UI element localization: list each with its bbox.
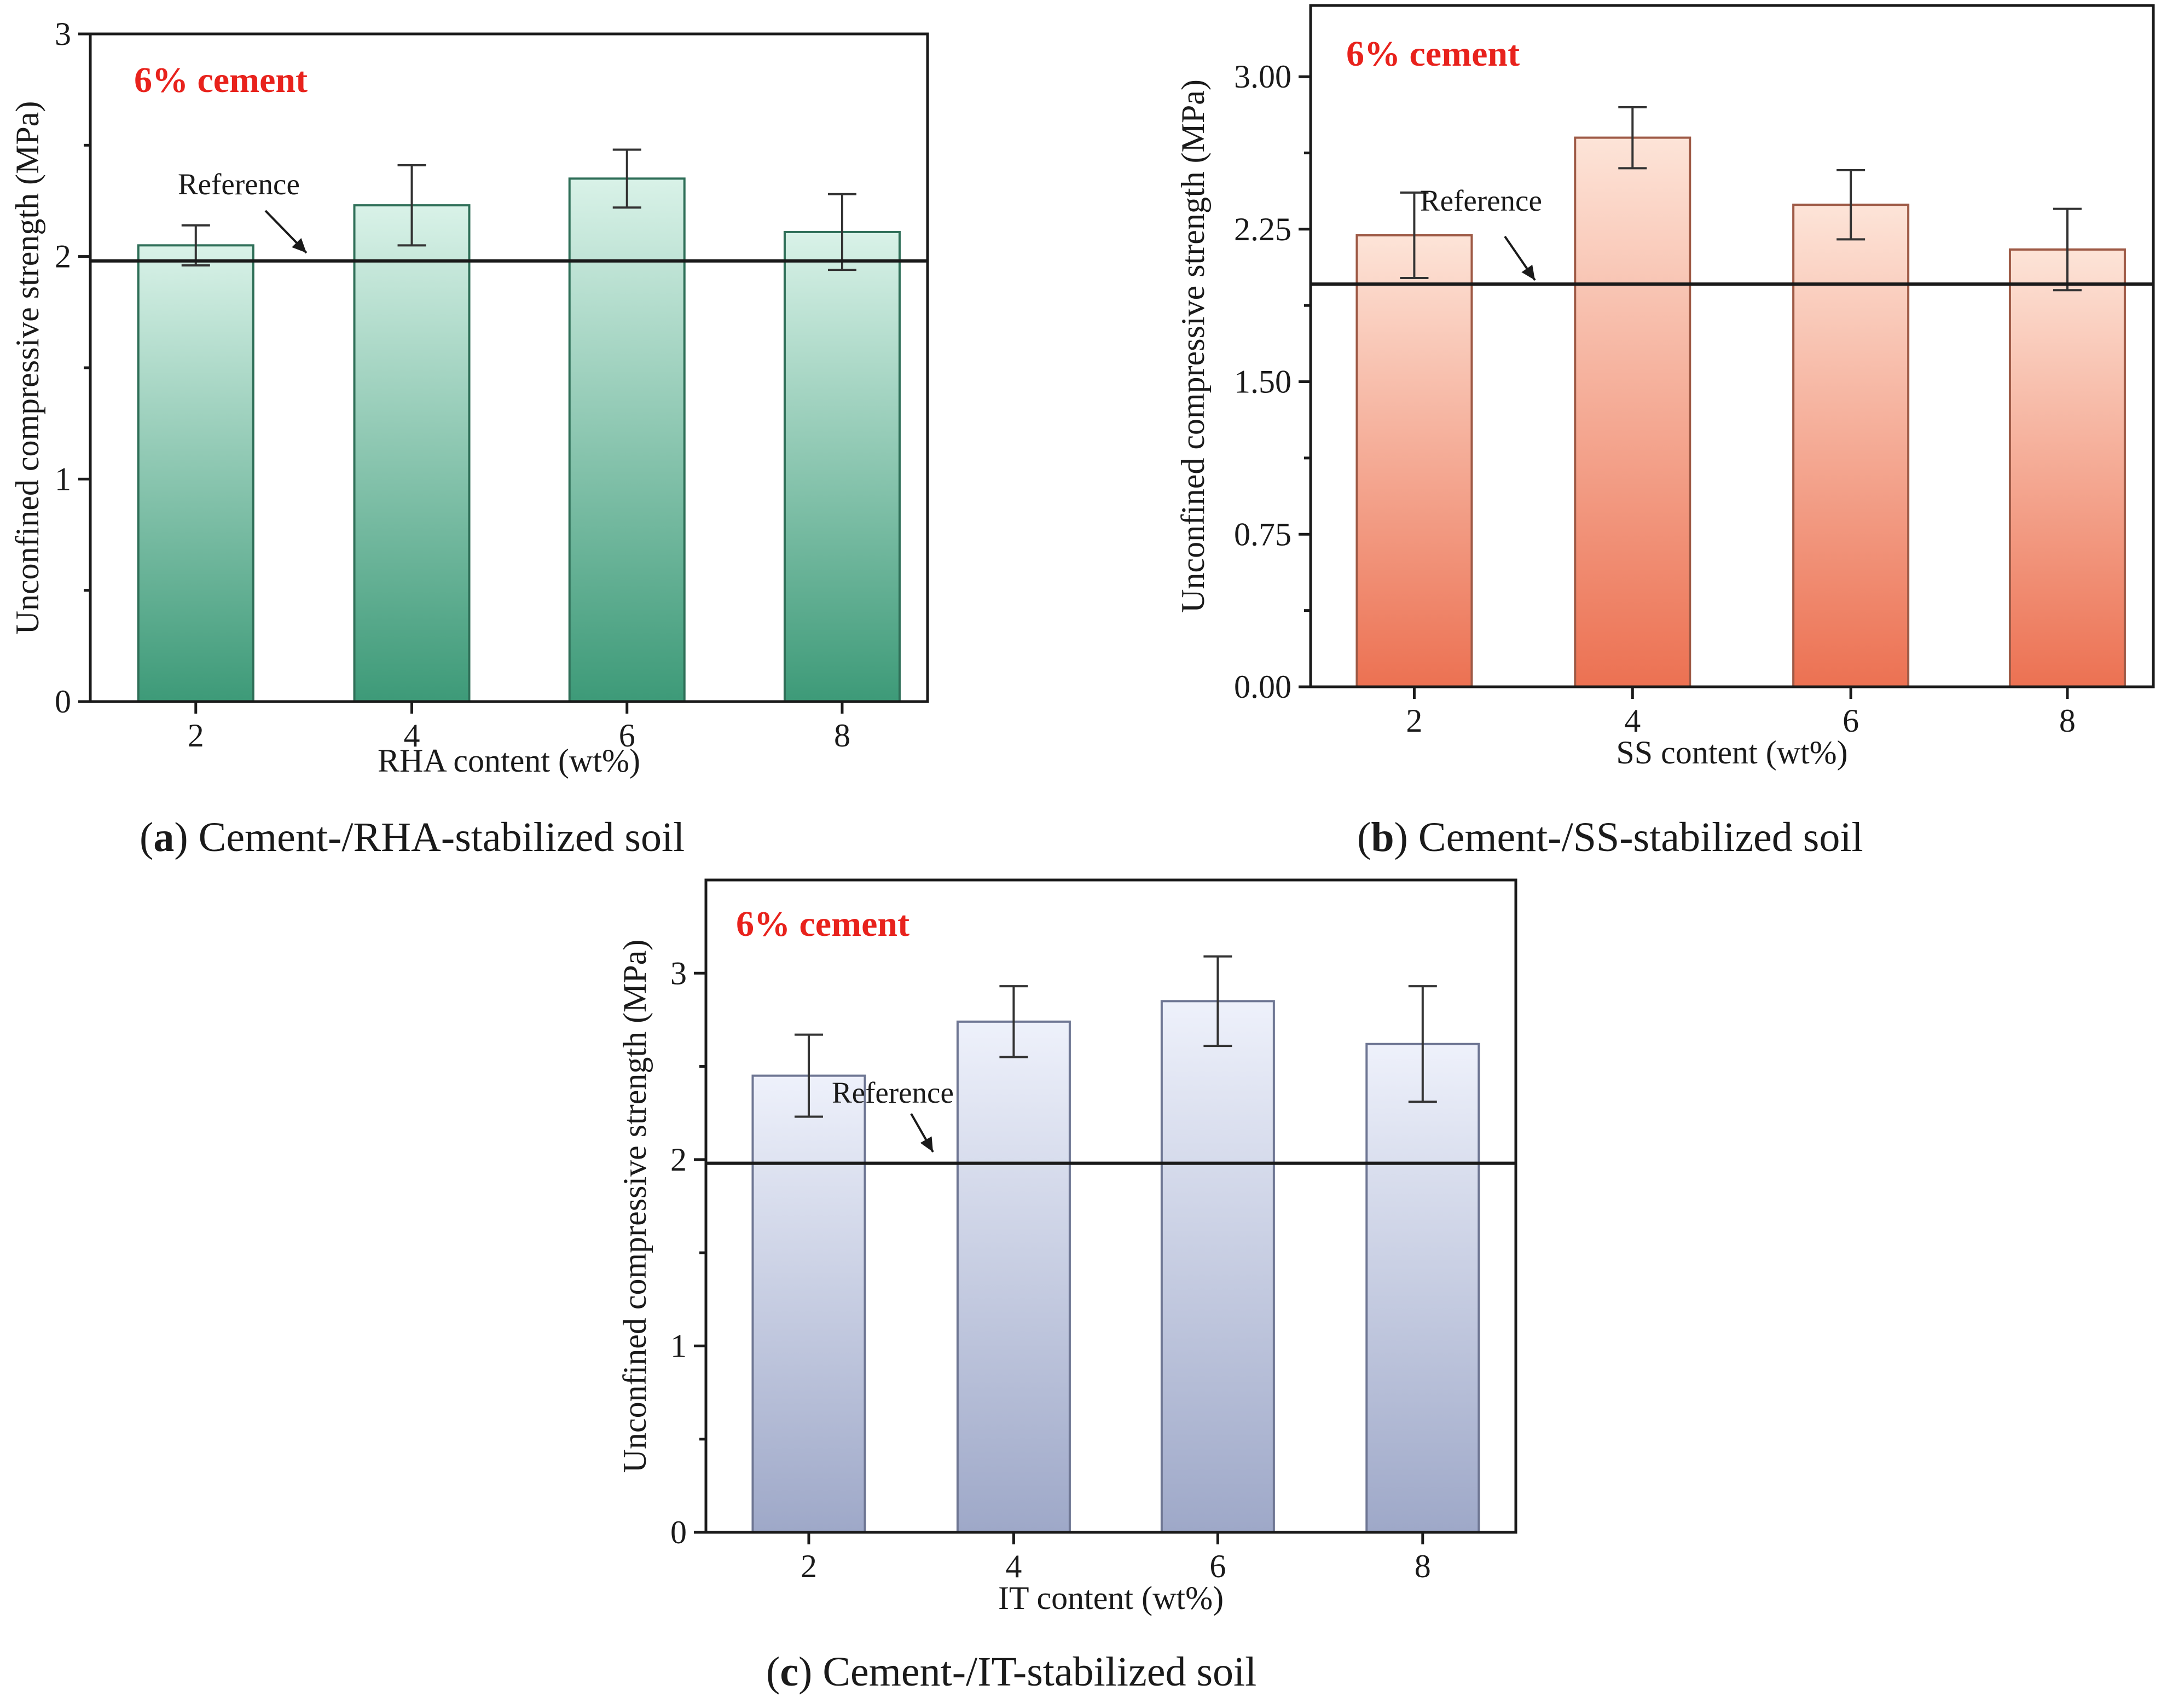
error-bar-6: [1836, 169, 1865, 241]
y-axis-label: Unconfined compressive strength (MPa): [1175, 79, 1211, 613]
bar-6: [568, 177, 686, 703]
error-bar-2: [1400, 191, 1429, 279]
reference-arrow-icon: [910, 1113, 934, 1153]
error-bar-8: [1408, 985, 1437, 1103]
x-tick-label: 8: [834, 717, 850, 754]
error-bar-4: [397, 164, 426, 247]
error-bar-2: [794, 1033, 823, 1118]
x-tick-label: 2: [1406, 703, 1422, 739]
error-bar-6: [1203, 955, 1232, 1047]
bar-6: [1792, 204, 1910, 688]
bar-8: [2008, 248, 2126, 688]
y-axis-label: Unconfined compressive strength (MPa): [617, 940, 653, 1473]
error-bar-8: [2053, 207, 2082, 292]
y-tick-label: 1: [55, 461, 71, 497]
error-bar-2: [181, 224, 210, 267]
error-bar-4: [1618, 106, 1647, 170]
bar-8: [1365, 1043, 1480, 1533]
y-axis-label: Unconfined compressive strength (MPa): [9, 101, 45, 635]
reference-label: Reference: [832, 1076, 954, 1109]
y-tick-label: 0: [670, 1514, 687, 1550]
plot-frame: [1309, 4, 2155, 688]
y-tick-label: 0.75: [1234, 516, 1291, 552]
bar-4: [1574, 136, 1691, 688]
x-axis-label: SS content (wt%): [1616, 734, 1847, 771]
x-axis-label: RHA content (wt%): [378, 743, 640, 779]
bar-2: [137, 244, 254, 703]
bar-2: [751, 1074, 866, 1533]
annotation-cement: 6% cement: [736, 904, 909, 944]
x-tick-label: 6: [619, 717, 635, 754]
x-tick-label: 4: [404, 717, 420, 754]
error-bar-8: [827, 193, 856, 271]
y-tick-label: 3: [670, 955, 687, 991]
x-tick-label: 4: [1624, 703, 1641, 739]
bar-8: [783, 230, 901, 703]
y-tick-label: 3.00: [1234, 59, 1291, 95]
y-tick-label: 1: [670, 1328, 687, 1364]
x-tick-label: 2: [188, 717, 204, 754]
reference-arrow-icon: [1504, 235, 1536, 281]
y-tick-label: 2.25: [1234, 211, 1291, 247]
x-tick-label: 8: [1415, 1548, 1431, 1584]
y-tick-label: 2: [55, 239, 71, 275]
y-tick-label: 1.50: [1234, 364, 1291, 400]
x-tick-label: 6: [1209, 1548, 1226, 1584]
reference-label: Reference: [1420, 184, 1542, 217]
bar-2: [1355, 234, 1473, 688]
y-tick-label: 2: [670, 1142, 687, 1178]
annotation-cement: 6% cement: [134, 60, 308, 100]
panel-c: 6% cement Reference 0 1 2 3 2 4 6 8 IT content (wt…: [617, 878, 1517, 1695]
caption-b: (b) Cement-/SS-stabilized soil: [1357, 814, 1863, 860]
panel-b: 6% cement Reference 0.00 0.75 1.50 2.25 3.00 2 4…: [1175, 4, 2155, 860]
panel-a: 6% cement Reference 0 1 2 3 2 4 6 8 RHA content (w…: [9, 16, 929, 860]
x-tick-label: 4: [1005, 1548, 1022, 1584]
x-tick-label: 8: [2059, 703, 2076, 739]
caption-c: (c) Cement-/IT-stabilized soil: [766, 1649, 1256, 1695]
x-tick-label: 6: [1843, 703, 1859, 739]
bar-6: [1160, 1000, 1275, 1534]
reference-arrow-icon: [264, 210, 308, 254]
plot-frame: [704, 878, 1517, 1534]
y-tick-label: 0.00: [1234, 669, 1291, 705]
x-tick-label: 2: [801, 1548, 817, 1584]
x-axis-label: IT content (wt%): [998, 1580, 1224, 1616]
annotation-cement: 6% cement: [1346, 34, 1520, 74]
error-bar-4: [999, 985, 1028, 1058]
caption-a: (a) Cement-/RHA-stabilized soil: [140, 814, 685, 860]
error-bar-6: [612, 148, 641, 209]
y-tick-label: 3: [55, 16, 71, 52]
bar-4: [956, 1020, 1071, 1533]
reference-label: Reference: [178, 167, 300, 201]
y-tick-label: 0: [55, 684, 71, 720]
bar-4: [353, 204, 471, 703]
